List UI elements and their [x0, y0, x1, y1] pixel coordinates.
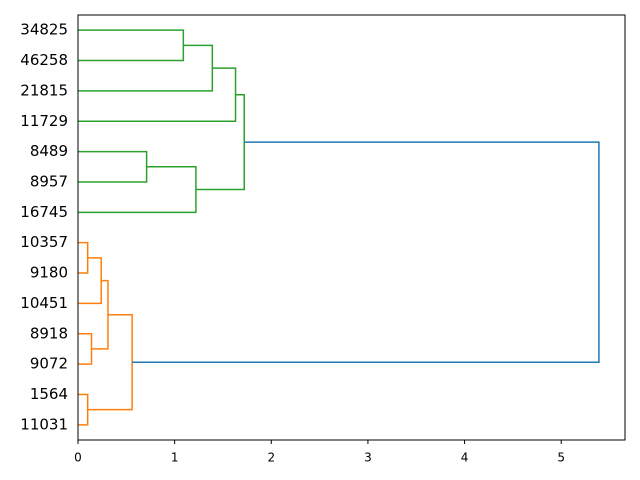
leaf-label: 8489	[30, 142, 68, 160]
x-tick-label: 0	[74, 451, 82, 465]
link	[87, 314, 133, 411]
link	[78, 393, 89, 426]
leaf-label: 21815	[20, 81, 68, 99]
leaf-label: 9072	[30, 355, 68, 373]
leaf-label: 9180	[30, 264, 68, 282]
leaf-label: 11729	[20, 112, 68, 130]
leaf-label: 46258	[20, 51, 68, 69]
leaf-label: 16745	[20, 203, 68, 221]
leaf-label: 10357	[20, 233, 68, 251]
leaf-label: 11031	[20, 415, 68, 433]
link	[78, 67, 237, 122]
link	[132, 141, 600, 363]
link	[78, 333, 93, 365]
x-tick-label: 3	[364, 451, 372, 465]
x-tick-label: 2	[267, 451, 275, 465]
leaf-label: 8957	[30, 172, 68, 190]
leaf-label: 10451	[20, 294, 68, 312]
leaf-label: 34825	[20, 21, 68, 39]
leaf-label: 8918	[30, 324, 68, 342]
link	[195, 93, 245, 191]
link	[78, 241, 89, 274]
x-tick-label: 1	[171, 451, 179, 465]
x-tick-label: 5	[557, 451, 565, 465]
x-tick-label: 4	[461, 451, 469, 465]
plot-frame	[77, 14, 626, 441]
link	[78, 257, 102, 305]
leaf-label: 1564	[30, 385, 68, 403]
link	[91, 279, 109, 350]
